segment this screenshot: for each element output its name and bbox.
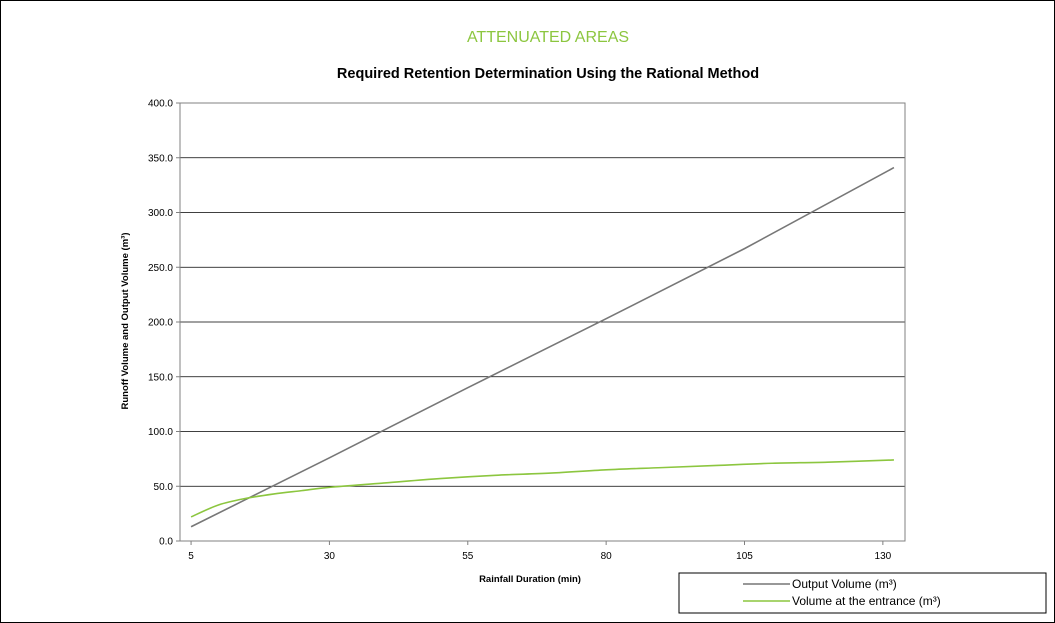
x-tick-label: 30 [324,551,336,562]
x-axis-ticks: 5 30 55 80 105 130 [188,541,892,562]
x-tick-label: 5 [188,551,194,562]
x-tick-label: 55 [462,551,474,562]
y-axis-ticks: 0.0 50.0 100.0 150.0 200.0 250.0 300.0 350.0 400… [148,99,180,548]
y-tick-label: 50.0 [154,482,174,493]
y-tick-label: 200.0 [148,318,173,329]
gridlines [180,157,905,487]
y-tick-label: 0.0 [159,537,173,548]
x-tick-label: 130 [875,551,892,562]
series-lines [190,166,895,528]
legend: Output Volume (m³) Volume at the entranc… [678,572,1047,614]
y-axis-label: Runoff Volume and Output Volume (m³) [120,233,131,410]
chart-title: Required Retention Determination Using t… [337,66,759,82]
legend-box [678,572,1047,614]
x-tick-label: 80 [601,551,613,562]
y-tick-label: 100.0 [148,427,173,438]
legend-label-entrance: Volume at the entrance (m³) [792,594,941,608]
y-tick-label: 250.0 [148,263,173,274]
y-tick-label: 400.0 [148,99,173,110]
chart-supertitle: ATTENUATED AREAS [467,29,629,46]
series-line-output-volume [190,166,895,528]
legend-label-output: Output Volume (m³) [792,577,897,591]
y-tick-label: 350.0 [148,153,173,164]
x-tick-label: 105 [736,551,753,562]
x-axis-label: Rainfall Duration (min) [479,574,581,585]
y-tick-label: 300.0 [148,208,173,219]
series-line-volume-at-entrance [190,459,894,518]
y-tick-label: 150.0 [148,372,173,383]
